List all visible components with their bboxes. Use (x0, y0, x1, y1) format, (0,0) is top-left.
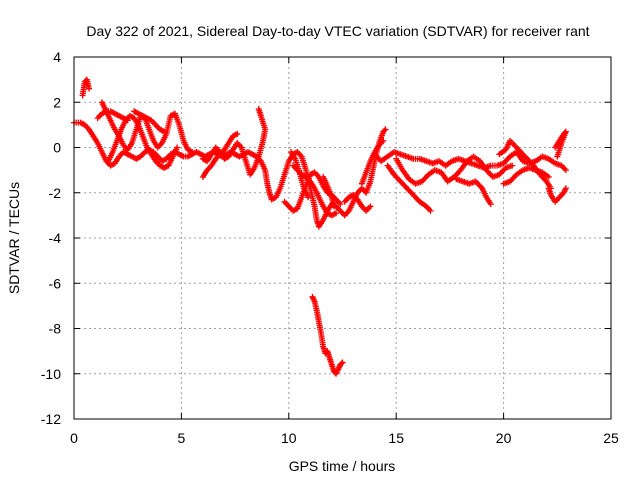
x-tick-label: 25 (603, 430, 619, 446)
y-tick-label: -10 (41, 366, 61, 382)
y-tick-label: 0 (53, 140, 61, 156)
x-axis-label: GPS time / hours (289, 458, 396, 474)
data-point (161, 128, 168, 135)
data-point (545, 173, 552, 180)
data-point (487, 201, 494, 208)
y-tick-label: 4 (53, 49, 61, 65)
data-point (380, 137, 387, 144)
data-point (337, 201, 344, 208)
y-tick-label: -6 (49, 275, 62, 291)
tick-marks (73, 56, 612, 420)
x-tick-label: 0 (70, 430, 78, 446)
x-tick-label: 20 (496, 430, 512, 446)
data-point (381, 127, 388, 134)
x-tick-label: 5 (178, 430, 186, 446)
data-point (367, 203, 374, 210)
data-point (189, 149, 196, 156)
data-points (71, 76, 569, 377)
data-point (382, 126, 389, 133)
x-tick-label: 10 (281, 430, 297, 446)
y-tick-label: -2 (49, 185, 62, 201)
x-tick-label: 15 (388, 430, 404, 446)
data-point (509, 162, 516, 169)
data-point (330, 203, 337, 210)
y-tick-labels: -12 -10 -8 -6 -4 -2 0 2 4 (41, 49, 61, 427)
data-point (562, 185, 569, 192)
data-point (339, 359, 346, 366)
y-axis-label: SDTVAR / TECUs (6, 182, 22, 294)
y-tick-label: 2 (53, 94, 61, 110)
y-tick-label: -8 (49, 321, 62, 337)
grid (74, 57, 611, 419)
data-point (333, 210, 340, 217)
data-point (427, 207, 434, 214)
x-tick-labels: 0 5 10 15 20 25 (70, 430, 619, 446)
data-point (562, 167, 569, 174)
data-point (86, 85, 93, 92)
data-point (338, 360, 345, 367)
y-tick-label: -4 (49, 230, 62, 246)
data-point (234, 130, 241, 137)
data-point (554, 153, 561, 160)
data-point (174, 144, 181, 151)
data-point (255, 106, 262, 113)
chart-title: Day 322 of 2021, Sidereal Day-to-day VTE… (86, 23, 589, 39)
y-tick-label: -12 (41, 411, 61, 427)
data-point (305, 194, 312, 201)
